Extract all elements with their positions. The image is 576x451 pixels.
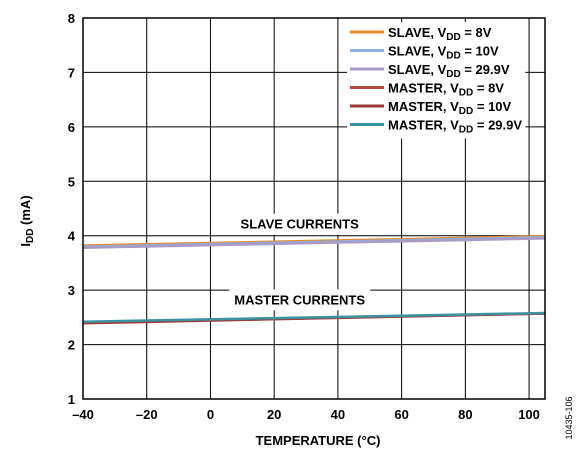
legend-label: SLAVE, VDD = 10V bbox=[388, 44, 499, 62]
annotation-text: SLAVE CURRENTS bbox=[241, 217, 360, 232]
y-tick-label: 3 bbox=[68, 283, 75, 298]
x-tick-label: 20 bbox=[267, 407, 281, 422]
figure-id: 10435-106 bbox=[564, 396, 574, 439]
series-lines bbox=[82, 235, 546, 325]
y-axis-label: IDD (mA) bbox=[18, 195, 36, 246]
y-tick-label: 1 bbox=[68, 392, 75, 407]
y-tick-label: 4 bbox=[68, 229, 76, 244]
legend-label: SLAVE, VDD = 8V bbox=[388, 25, 492, 43]
legend-background bbox=[347, 22, 526, 139]
legend-item: SLAVE, VDD = 8V bbox=[350, 25, 492, 43]
y-tick-label: 5 bbox=[68, 174, 75, 189]
annotation-background bbox=[235, 213, 365, 235]
legend-label: MASTER, VDD = 10V bbox=[388, 99, 512, 117]
legend-item: MASTER, VDD = 8V bbox=[350, 81, 504, 99]
x-tick-label: 60 bbox=[394, 407, 408, 422]
tick-labels: –40 –20 0 20 40 60 80 100 1 2 3 4 5 6 7 8 bbox=[68, 11, 540, 422]
y-tick-label: 2 bbox=[68, 338, 75, 353]
annotation: SLAVE CURRENTS bbox=[235, 213, 365, 235]
x-tick-label: –40 bbox=[72, 407, 94, 422]
annotation-text: MASTER CURRENTS bbox=[234, 292, 365, 307]
x-tick-label: 100 bbox=[518, 407, 540, 422]
y-tick-label: 8 bbox=[68, 11, 75, 26]
legend-item: MASTER, VDD = 29.9V bbox=[350, 118, 522, 136]
x-tick-label: –20 bbox=[136, 407, 158, 422]
annotation-background bbox=[229, 289, 371, 311]
series-line bbox=[82, 237, 546, 249]
y-tick-label: 7 bbox=[68, 65, 75, 80]
series-line bbox=[82, 311, 546, 323]
x-tick-label: 0 bbox=[207, 407, 214, 422]
x-tick-label: 40 bbox=[331, 407, 345, 422]
legend-item: MASTER, VDD = 10V bbox=[350, 99, 512, 117]
x-tick-label: 80 bbox=[458, 407, 472, 422]
legend-item: SLAVE, VDD = 10V bbox=[350, 44, 499, 62]
legend-label: SLAVE, VDD = 29.9V bbox=[388, 62, 510, 80]
legend-label: MASTER, VDD = 29.9V bbox=[388, 118, 522, 136]
plot-frame bbox=[82, 17, 546, 400]
annotations: SLAVE CURRENTS MASTER CURRENTS bbox=[229, 213, 371, 311]
legend-label: MASTER, VDD = 8V bbox=[388, 81, 504, 99]
legend-item: SLAVE, VDD = 29.9V bbox=[350, 62, 510, 80]
annotation: MASTER CURRENTS bbox=[229, 289, 371, 311]
y-tick-label: 6 bbox=[68, 120, 75, 135]
x-axis-label: TEMPERATURE (°C) bbox=[256, 433, 381, 448]
